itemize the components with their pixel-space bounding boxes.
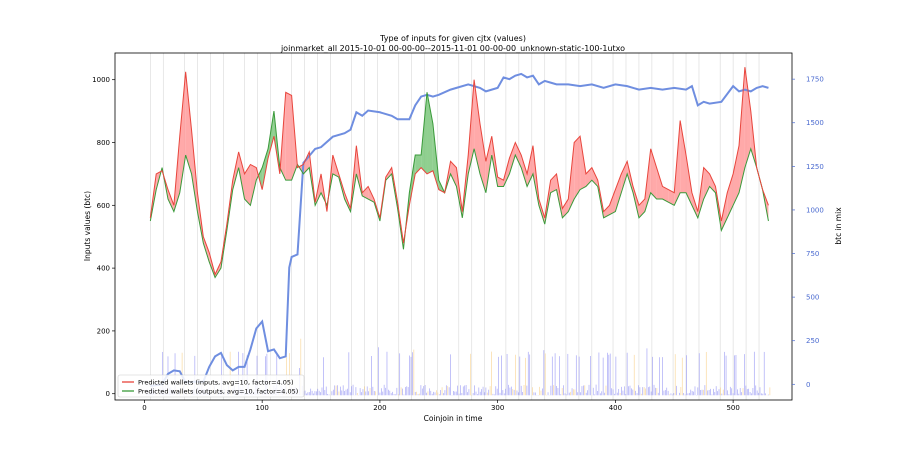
y-axis-ticks: 0 200 400 600 800 1000 [92, 76, 115, 398]
x-tick-label: 300 [491, 404, 504, 412]
legend: Predicted wallets (inputs, avg=10, facto… [118, 375, 304, 397]
series-line-btc-in-mix [150, 74, 768, 386]
legend-label-inputs: Predicted wallets (inputs, avg=10, facto… [138, 379, 294, 387]
difference-fill [286, 92, 292, 180]
background-vertical-lines [150, 53, 759, 400]
right-y-tick-label: 750 [806, 250, 819, 258]
y-axis-label: Inputs values (btc) [83, 191, 92, 261]
difference-fill [651, 149, 657, 199]
right-y-axis-label: btc in mix [834, 207, 843, 245]
right-y-tick-label: 1000 [806, 206, 824, 214]
right-y-axis-ticks: 0 250 500 750 1000 1250 1500 1750 [792, 76, 824, 389]
y-tick-label: 800 [97, 139, 110, 147]
right-y-tick-label: 1500 [806, 119, 824, 127]
chart-title: Type of inputs for given cjtx (values) [379, 34, 526, 43]
difference-fill [245, 164, 251, 205]
right-y-tick-label: 250 [806, 337, 819, 345]
series-lines [150, 67, 768, 386]
x-tick-label: 0 [142, 404, 146, 412]
x-axis-ticks: 0 100 200 300 400 500 [142, 400, 740, 412]
right-y-tick-label: 0 [806, 381, 810, 389]
right-y-tick-label: 1250 [806, 163, 824, 171]
y-tick-label: 1000 [92, 76, 110, 84]
difference-fill [427, 92, 433, 174]
difference-fill [615, 174, 621, 212]
difference-fill [733, 146, 739, 206]
difference-fill [574, 136, 580, 199]
x-tick-label: 500 [726, 404, 739, 412]
y-tick-label: 0 [106, 390, 110, 398]
x-axis-label: Coinjoin in time [424, 414, 483, 423]
y-tick-label: 600 [97, 202, 110, 210]
chart-subtitle: joinmarket_all 2015-10-01 00-00-00--2015… [280, 44, 625, 53]
y-tick-label: 400 [97, 265, 110, 273]
x-tick-label: 100 [255, 404, 268, 412]
difference-fill [680, 121, 686, 193]
right-y-tick-label: 500 [806, 294, 819, 302]
difference-fill [515, 142, 521, 167]
y-tick-label: 200 [97, 327, 110, 335]
x-tick-label: 400 [609, 404, 622, 412]
x-tick-label: 200 [373, 404, 386, 412]
right-y-tick-label: 1750 [806, 76, 824, 84]
plot-frame [115, 53, 792, 400]
legend-label-outputs: Predicted wallets (outputs, avg=10, fact… [138, 388, 298, 396]
